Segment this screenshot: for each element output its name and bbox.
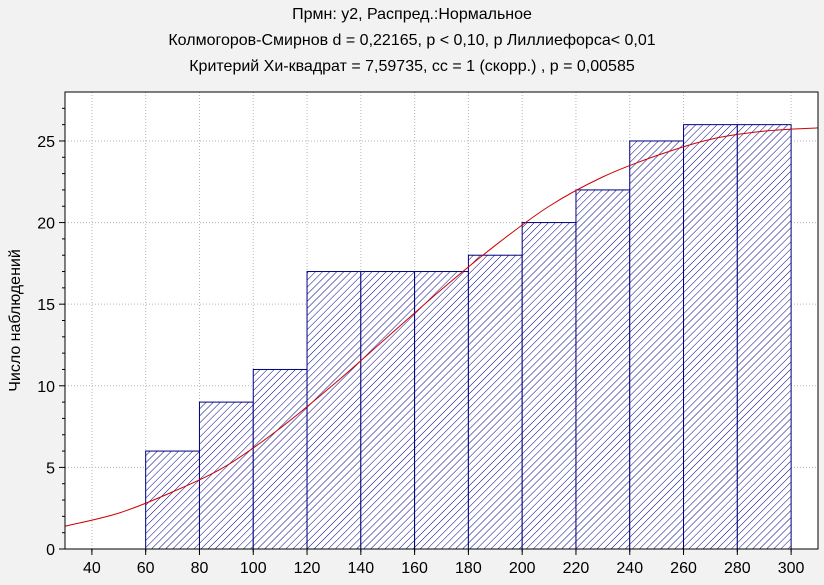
x-tick-label: 280: [724, 560, 751, 577]
histogram-bar: [629, 140, 685, 550]
x-tick-label: 240: [616, 560, 643, 577]
histogram-bar: [575, 189, 631, 550]
y-tick-label: 20: [37, 216, 55, 233]
x-tick-label: 160: [401, 560, 428, 577]
y-axis-label: Число наблюдений: [7, 249, 24, 392]
x-tick-label: 60: [137, 560, 155, 577]
y-axis-ticks: 0 5 10 15 20 25: [37, 107, 65, 559]
y-tick-label: 10: [37, 379, 55, 396]
y-tick-label: 25: [37, 134, 55, 151]
y-tick-label: 15: [37, 297, 55, 314]
x-tick-label: 40: [83, 560, 101, 577]
x-tick-label: 220: [563, 560, 590, 577]
chart-title-line-2: Колмогоров-Смирнов d = 0,22165, p < 0,10…: [168, 32, 656, 49]
x-tick-label: 100: [240, 560, 267, 577]
chart-title-line-3: Критерий Хи-квадрат = 7,59735, cc = 1 (с…: [189, 58, 635, 75]
y-tick-label: 5: [46, 460, 55, 477]
y-tick-label: 0: [46, 542, 55, 559]
x-tick-label: 300: [778, 560, 805, 577]
x-tick-label: 200: [509, 560, 536, 577]
histogram-bar: [414, 271, 469, 550]
histogram-bar: [252, 368, 308, 550]
histogram-bar: [736, 124, 792, 550]
x-tick-label: 260: [670, 560, 697, 577]
normal-fit-curve: [64, 127, 819, 527]
histogram-bar: [360, 271, 416, 550]
x-tick-label: 140: [347, 560, 374, 577]
x-tick-label: 120: [294, 560, 321, 577]
histogram-bar: [521, 222, 577, 550]
histogram-bars: [145, 124, 792, 550]
x-tick-label: 80: [191, 560, 209, 577]
x-axis-ticks: 40 60 80 100 120 140 160 180 200 220 240 260 280 300: [83, 549, 805, 577]
x-tick-label: 180: [455, 560, 482, 577]
chart-title-line-1: Прмн: y2, Распред.:Нормальное: [292, 6, 532, 23]
histogram-bar: [683, 124, 738, 550]
histogram-bar: [467, 254, 523, 550]
histogram-bar: [306, 271, 362, 550]
